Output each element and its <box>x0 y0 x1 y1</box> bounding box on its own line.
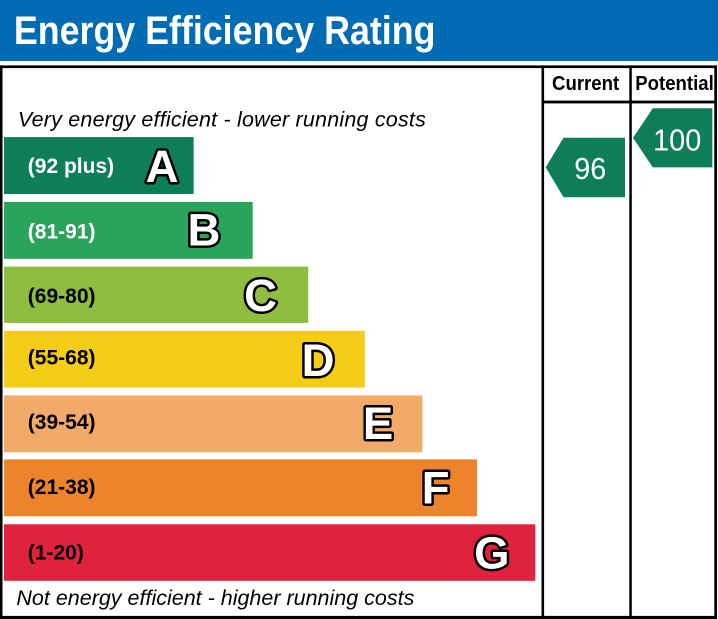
svg-text:(1-20): (1-20) <box>28 541 84 564</box>
svg-text:F: F <box>422 463 450 514</box>
svg-text:G: G <box>474 528 509 579</box>
svg-text:Current: Current <box>552 73 620 95</box>
svg-text:(92 plus): (92 plus) <box>28 155 114 178</box>
svg-text:Potential: Potential <box>635 73 713 95</box>
svg-text:E: E <box>363 398 393 449</box>
svg-text:A: A <box>146 141 179 192</box>
svg-text:Very energy efficient - lower: Very energy efficient - lower running co… <box>18 108 426 132</box>
svg-text:Not energy efficient - higher: Not energy efficient - higher running co… <box>16 586 414 610</box>
svg-text:D: D <box>302 335 335 386</box>
svg-text:Energy Efficiency Rating: Energy Efficiency Rating <box>14 9 436 53</box>
svg-text:B: B <box>187 205 220 256</box>
svg-text:C: C <box>244 270 277 321</box>
svg-text:(55-68): (55-68) <box>28 347 96 370</box>
svg-text:(39-54): (39-54) <box>28 411 96 434</box>
svg-text:96: 96 <box>574 152 606 186</box>
svg-text:(81-91): (81-91) <box>28 221 96 244</box>
svg-text:100: 100 <box>653 123 701 157</box>
svg-text:(21-38): (21-38) <box>28 476 96 499</box>
svg-text:(69-80): (69-80) <box>28 285 96 308</box>
